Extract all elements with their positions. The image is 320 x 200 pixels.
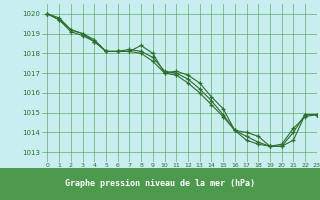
Text: Graphe pression niveau de la mer (hPa): Graphe pression niveau de la mer (hPa) xyxy=(65,180,255,188)
